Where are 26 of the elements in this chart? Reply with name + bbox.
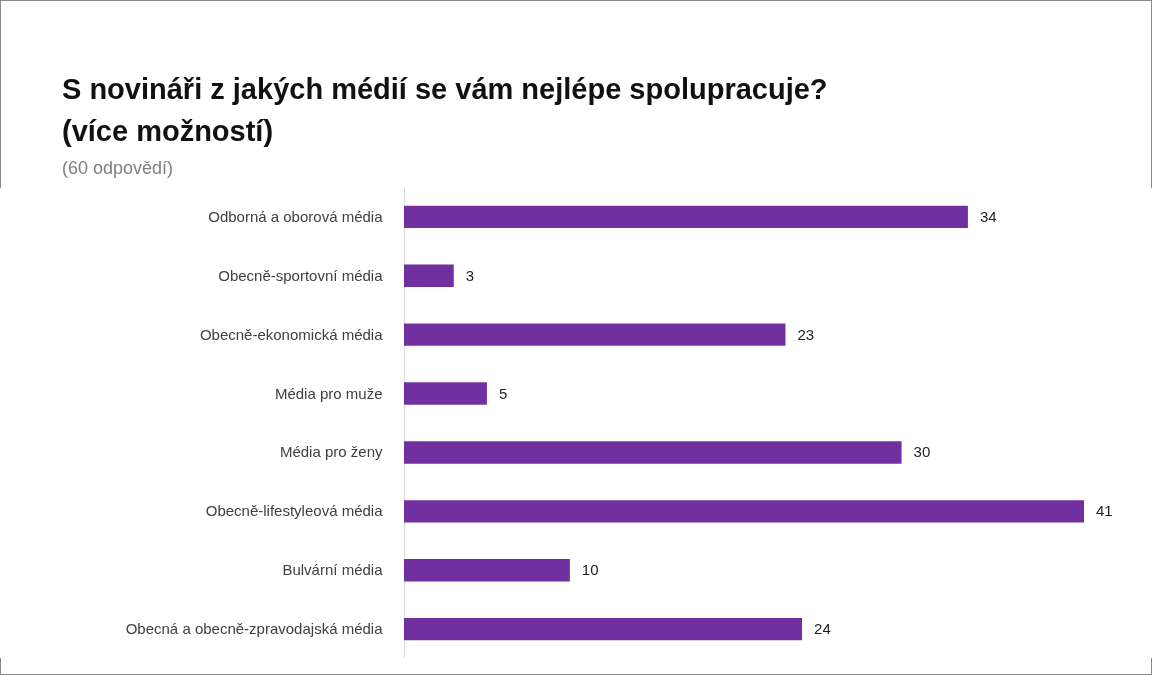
y-tick-label: Média pro ženy bbox=[279, 443, 383, 461]
y-tick-label: Odborná a oborová média bbox=[208, 207, 384, 225]
y-tick-label: Obecná a obecně-zpravodajská média bbox=[125, 620, 384, 638]
y-tick-label: Obecně-lifestyleová média bbox=[205, 502, 384, 520]
data-label: 41 bbox=[1096, 502, 1113, 520]
bar bbox=[404, 205, 968, 229]
y-tick-label: Bulvární média bbox=[282, 561, 384, 579]
y-tick-label: Média pro muže bbox=[274, 384, 383, 402]
chart-title: S novináři z jakých médií se vám nejlépe spolupracuje? (více možností) bbox=[62, 72, 829, 149]
bar bbox=[404, 382, 487, 405]
y-tick-label: Obecně-ekonomická média bbox=[199, 325, 384, 343]
bar bbox=[404, 559, 570, 582]
data-label: 10 bbox=[581, 561, 599, 579]
bar bbox=[404, 617, 803, 641]
bar bbox=[404, 264, 454, 287]
data-label: 34 bbox=[979, 207, 997, 225]
data-label: 30 bbox=[913, 443, 931, 461]
y-tick-label: Obecně-sportovní média bbox=[218, 266, 384, 284]
data-label: 3 bbox=[465, 266, 475, 284]
data-label: 23 bbox=[797, 325, 815, 343]
text: (60 odpovědí) bbox=[62, 158, 174, 179]
bar bbox=[404, 500, 1084, 523]
bar bbox=[404, 323, 786, 346]
data-label: 5 bbox=[498, 384, 508, 402]
data-label: 24 bbox=[814, 620, 831, 638]
bar bbox=[404, 441, 902, 464]
